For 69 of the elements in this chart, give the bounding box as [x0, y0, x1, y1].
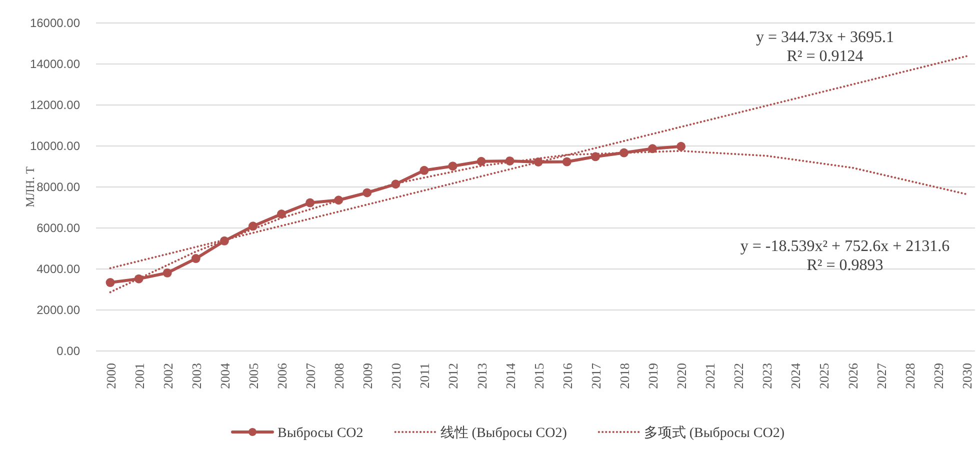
point: [162, 268, 172, 278]
y-tick-label: 4000.00: [36, 262, 80, 276]
x-tick-label: 2017: [588, 362, 604, 389]
legend-label: Выбросы CO2: [277, 426, 364, 441]
x-tick-label: 2000: [103, 363, 118, 389]
point: [220, 236, 229, 246]
point: [476, 156, 486, 166]
x-tick-label: 2018: [616, 363, 632, 389]
x-tick-label: 2014: [502, 362, 518, 389]
point: [562, 157, 572, 166]
point: [648, 144, 658, 154]
annotation: y = 344.73x + 3695.1: [756, 29, 894, 46]
x-tick-label: 2027: [874, 362, 889, 389]
y-tick-label: 0.00: [56, 344, 80, 358]
y-tick-label: 2000.00: [36, 303, 80, 317]
x-tick-label: 2007: [303, 362, 318, 389]
x-tick-label: 2020: [674, 363, 690, 389]
y-tick-label: 14000.00: [30, 57, 80, 71]
x-tick-label: 2004: [217, 362, 232, 389]
x-tick-label: 2028: [902, 363, 918, 389]
x-tick-label: 2019: [646, 363, 661, 389]
legend-label: 多项式 (Выбросы CO2): [644, 425, 785, 441]
y-tick-label: 16000.00: [30, 16, 80, 30]
x-tick-label: 2030: [959, 363, 974, 389]
x-tick-label: 2001: [132, 363, 147, 389]
x-tick-label: 2009: [360, 363, 376, 389]
point: [106, 278, 115, 288]
x-tick-label: 2023: [760, 363, 775, 389]
point: [191, 254, 200, 264]
point: [362, 188, 372, 198]
x-tick-label: 2002: [160, 363, 176, 389]
x-tick-label: 2013: [474, 363, 490, 389]
x-tick-label: 2015: [531, 363, 546, 389]
y-tick-label: 6000.00: [36, 221, 80, 235]
point: [306, 198, 315, 208]
annotation: R² = 0.9893: [806, 257, 884, 274]
x-tick-label: 2026: [845, 362, 860, 389]
point: [391, 180, 400, 189]
y-axis-title: МЛН. Т: [23, 166, 37, 208]
point: [448, 162, 458, 171]
annotation: R² = 0.9124: [786, 48, 864, 65]
y-tick-label: 12000.00: [30, 98, 80, 112]
x-tick-label: 2025: [816, 363, 832, 389]
x-tick-label: 2021: [702, 363, 718, 389]
y-tick-label: 10000.00: [30, 139, 80, 153]
x-tick-label: 2003: [188, 363, 204, 389]
x-tick-label: 2029: [930, 363, 946, 389]
point: [334, 196, 344, 205]
x-tick-label: 2005: [246, 363, 261, 389]
point: [505, 156, 514, 166]
x-tick-label: 2022: [731, 363, 746, 389]
point: [248, 222, 258, 231]
point: [277, 210, 286, 219]
x-tick-label: 2016: [560, 362, 575, 389]
y-tick-label: 8000.00: [36, 180, 80, 194]
x-tick-label: 2010: [388, 363, 404, 389]
x-tick-label: 2008: [332, 363, 347, 389]
point: [590, 152, 600, 162]
x-tick-label: 2012: [446, 363, 461, 389]
annotation: y = -18.539x² + 752.6x + 2131.6: [740, 238, 950, 255]
point: [134, 274, 144, 284]
legend-label: 线性 (Выбросы CO2): [440, 425, 568, 441]
point: [420, 166, 429, 175]
point: [534, 157, 543, 166]
x-tick-label: 2006: [274, 362, 290, 389]
point: [676, 142, 686, 151]
x-tick-label: 2024: [788, 362, 804, 389]
x-tick-label: 2011: [417, 363, 432, 389]
point: [619, 148, 628, 158]
